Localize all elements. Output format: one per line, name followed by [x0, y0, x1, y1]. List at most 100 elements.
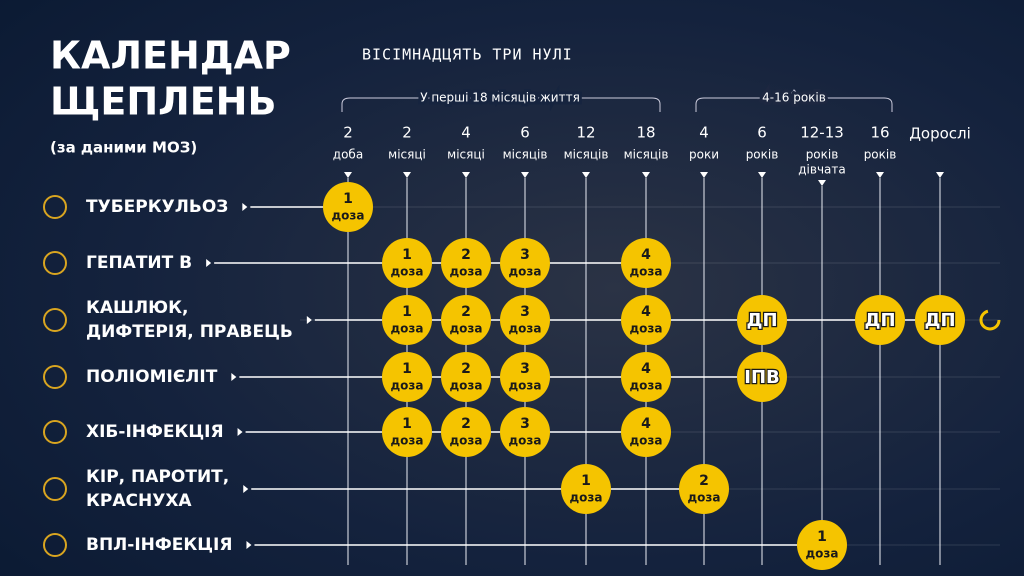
dose-label: 2	[461, 361, 471, 377]
vaccine-name: ГЕПАТИТ В	[86, 253, 192, 273]
dose-label: доза	[805, 547, 838, 561]
arrow	[243, 485, 249, 493]
arrow	[206, 259, 212, 267]
vaccine-name: КРАСНУХА	[86, 491, 192, 511]
dose-badge	[915, 295, 965, 345]
vaccine-name: ПОЛІОМІЄЛІТ	[86, 367, 218, 387]
dose-label: 4	[641, 304, 651, 320]
dose-label: доза	[569, 491, 602, 505]
dose-badge	[500, 295, 550, 345]
column-label: 4	[699, 124, 709, 142]
column-label: 6	[757, 124, 767, 142]
dose-label: доза	[629, 322, 662, 336]
vaccine-name: ХІБ-ІНФЕКЦІЯ	[86, 422, 224, 442]
column-label: років	[746, 148, 779, 162]
source: (за даними МОЗ)	[50, 139, 197, 157]
dose-label: 3	[520, 416, 530, 432]
dose-label: 1	[402, 361, 412, 377]
vaccine-icon	[43, 195, 67, 219]
column-label: Дорослі	[909, 125, 971, 143]
dose-badge	[679, 464, 729, 514]
column-label: 2	[402, 124, 412, 142]
group-bracket	[695, 89, 893, 112]
column-marker	[758, 172, 766, 178]
dose-label: доза	[331, 209, 364, 223]
arrow	[237, 428, 243, 436]
dose-label: 3	[520, 361, 530, 377]
group-bracket	[341, 89, 661, 112]
dose-badge	[855, 295, 905, 345]
dose-label: 1	[343, 191, 353, 207]
column-label: місяці	[388, 148, 426, 162]
column-label: місяців	[503, 148, 548, 162]
dose-label: 4	[641, 416, 651, 432]
dose-badge	[737, 352, 787, 402]
dose-label: доза	[508, 322, 541, 336]
dose-label: доза	[390, 379, 423, 393]
dose-label: доза	[629, 434, 662, 448]
vaccine-icon	[43, 477, 67, 501]
vaccine-icon	[43, 365, 67, 389]
vaccine-name: КІР, ПАРОТИТ,	[86, 467, 229, 487]
column-label: років	[864, 148, 897, 162]
column-marker	[462, 172, 470, 178]
vaccine-icon	[43, 251, 67, 275]
dose-label: доза	[390, 265, 423, 279]
arrow	[306, 316, 312, 324]
column-label: місяців	[624, 148, 669, 162]
dose-label: доза	[390, 322, 423, 336]
dose-label: доза	[508, 379, 541, 393]
dose-badge	[382, 238, 432, 288]
column-marker	[936, 172, 944, 178]
dose-badge	[621, 407, 671, 457]
vaccine-icon	[43, 533, 67, 557]
dose-badge	[621, 352, 671, 402]
dose-label: доза	[449, 434, 482, 448]
column-label: 4	[461, 124, 471, 142]
column-label: 12	[576, 124, 595, 142]
dose-badge	[797, 520, 847, 570]
column-label: доба	[333, 148, 363, 162]
brand: ВІСІМНАДЦЯТЬ ТРИ НУЛІ	[362, 46, 573, 64]
arrow	[231, 373, 237, 381]
group-label: 4-16 років	[762, 91, 826, 105]
column-marker	[642, 172, 650, 178]
dose-label: 1	[581, 473, 591, 489]
column-marker	[582, 172, 590, 178]
vaccine-name: ДИФТЕРІЯ, ПРАВЕЦЬ	[86, 322, 293, 342]
dose-label: 1	[817, 529, 827, 545]
column-label: 6	[520, 124, 530, 142]
dose-badge	[621, 295, 671, 345]
dose-label: ДП	[864, 310, 895, 331]
dose-badge	[500, 407, 550, 457]
dose-badge	[441, 295, 491, 345]
dose-badge	[441, 352, 491, 402]
dose-label: доза	[629, 379, 662, 393]
column-label: 2	[343, 124, 353, 142]
dose-label: 3	[520, 304, 530, 320]
vaccine-icon	[43, 420, 67, 444]
group-label: У перші 18 місяців життя	[420, 91, 580, 105]
dose-label: доза	[449, 265, 482, 279]
dose-badge	[441, 407, 491, 457]
column-label: місяців	[564, 148, 609, 162]
arrow	[242, 203, 248, 211]
dose-label: доза	[390, 434, 423, 448]
column-label: років	[806, 148, 839, 162]
loop-icon	[979, 309, 1001, 331]
column-marker	[818, 180, 826, 186]
dose-badge	[737, 295, 787, 345]
dose-label: 2	[461, 416, 471, 432]
dose-label: доза	[508, 434, 541, 448]
column-label: 18	[636, 124, 655, 142]
column-label: місяці	[447, 148, 485, 162]
title: ЩЕПЛЕНЬ	[50, 80, 276, 124]
dose-label: доза	[687, 491, 720, 505]
dose-label: доза	[508, 265, 541, 279]
column-marker	[403, 172, 411, 178]
dose-label: 2	[461, 247, 471, 263]
title: КАЛЕНДАР	[50, 34, 291, 78]
